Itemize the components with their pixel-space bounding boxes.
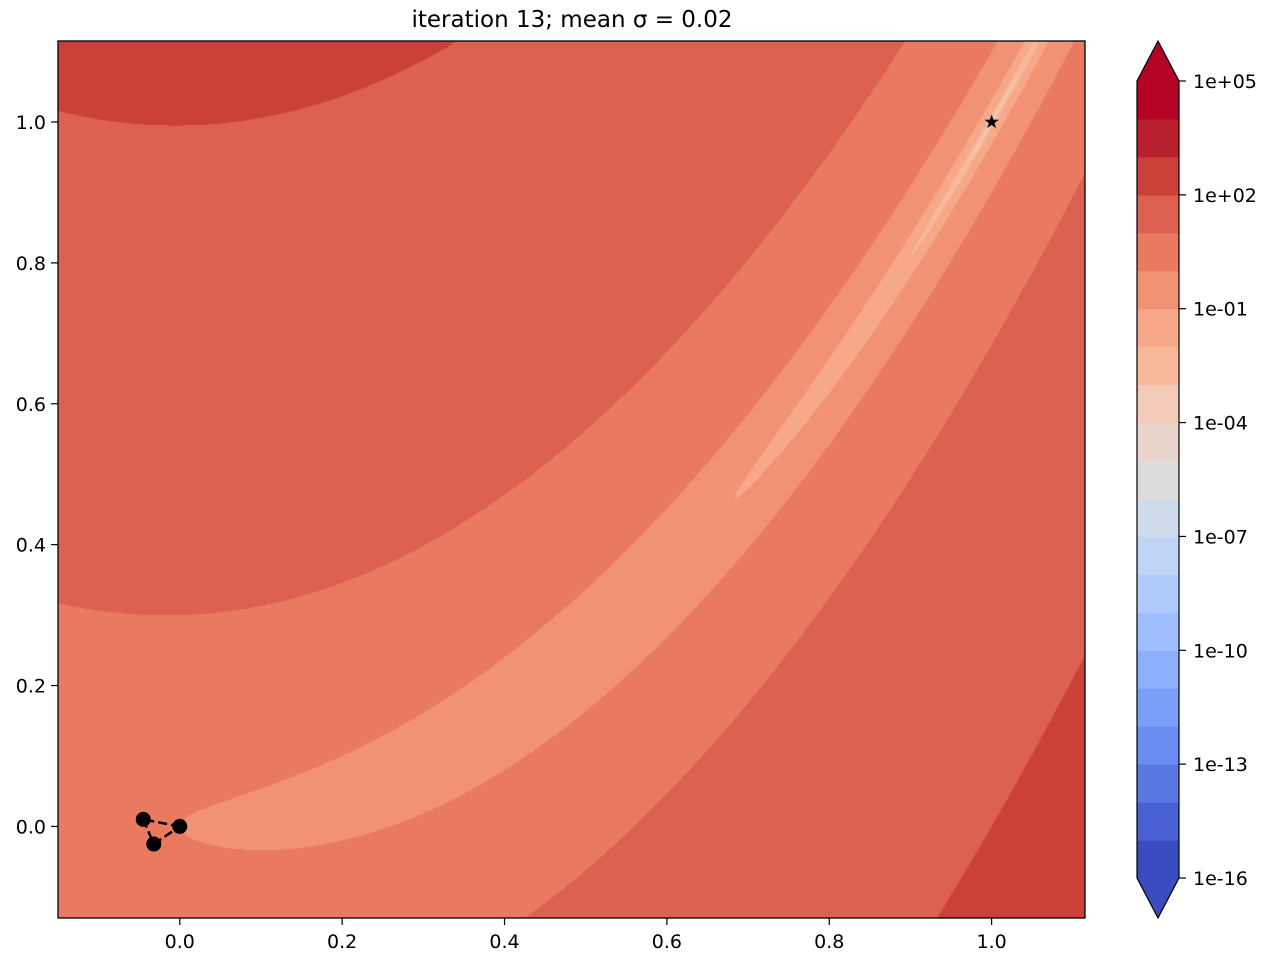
colorbar-band xyxy=(1137,384,1179,424)
colorbar-tick-label: 1e-16 xyxy=(1193,868,1248,890)
colorbar-band xyxy=(1137,460,1179,500)
contour-field xyxy=(58,41,1085,918)
simplex-vertex xyxy=(146,836,162,852)
x-tick-label: 0.8 xyxy=(814,931,844,953)
plot-frame xyxy=(57,40,1086,919)
colorbar-band xyxy=(1137,156,1179,196)
colorbar-band xyxy=(1137,270,1179,310)
colorbar-band xyxy=(1137,422,1179,462)
colorbar-over-arrow xyxy=(1137,41,1179,81)
y-tick-label: 0.2 xyxy=(16,676,46,698)
colorbar-tick-label: 1e+02 xyxy=(1193,185,1257,207)
y-tick-label: 0.6 xyxy=(16,394,46,416)
colorbar-tick-label: 1e-13 xyxy=(1193,754,1248,776)
colorbar-band xyxy=(1137,764,1179,803)
colorbar-band xyxy=(1137,840,1179,879)
colorbar-tick-label: 1e-01 xyxy=(1193,299,1248,321)
colorbar-band xyxy=(1137,574,1179,613)
plot-area xyxy=(57,40,1086,919)
colorbar-band xyxy=(1137,802,1179,841)
colorbar: 1e-16 1e-13 1e-10 1e-07 1e-04 1e-01 1e+02 1e+05 xyxy=(1136,39,1257,920)
x-tick-label: 1.0 xyxy=(977,931,1007,953)
colorbar-band xyxy=(1137,81,1179,120)
colorbar-under-arrow xyxy=(1137,878,1179,918)
y-tick-label: 0.0 xyxy=(16,816,46,838)
colorbar-tick-label: 1e-10 xyxy=(1193,640,1248,662)
colorbar-band xyxy=(1137,498,1179,538)
y-axis: 0.0 0.2 0.4 0.6 0.8 1.0 xyxy=(16,112,58,838)
colorbar-band xyxy=(1137,612,1179,651)
colorbar-band xyxy=(1137,232,1179,272)
x-tick-label: 0.2 xyxy=(327,931,357,953)
colorbar-tick-label: 1e-07 xyxy=(1193,526,1248,548)
y-tick-label: 0.8 xyxy=(16,253,46,275)
colorbar-tick-label: 1e+05 xyxy=(1193,71,1257,93)
x-tick-label: 0.6 xyxy=(652,931,682,953)
colorbar-band xyxy=(1137,688,1179,727)
x-tick-label: 0.4 xyxy=(489,931,519,953)
y-tick-label: 1.0 xyxy=(16,112,46,134)
x-axis: 0.0 0.2 0.4 0.6 0.8 1.0 xyxy=(165,918,1007,953)
y-tick-label: 0.4 xyxy=(16,535,46,557)
simplex-vertex xyxy=(135,811,151,827)
colorbar-band xyxy=(1137,118,1179,158)
simplex-vertex xyxy=(172,818,188,834)
colorbar-band xyxy=(1137,536,1179,575)
contour-bands xyxy=(58,41,1085,918)
colorbar-band xyxy=(1137,308,1179,348)
colorbar-band xyxy=(1137,194,1179,234)
optimum-star-marker xyxy=(984,114,999,129)
x-tick-label: 0.0 xyxy=(165,931,195,953)
colorbar-band xyxy=(1137,726,1179,765)
colorbar-band xyxy=(1137,650,1179,689)
chart-title: iteration 13; mean σ = 0.02 xyxy=(411,7,732,33)
simplex xyxy=(135,114,999,852)
colorbar-band xyxy=(1137,346,1179,386)
colorbar-tick-label: 1e-04 xyxy=(1193,413,1248,435)
